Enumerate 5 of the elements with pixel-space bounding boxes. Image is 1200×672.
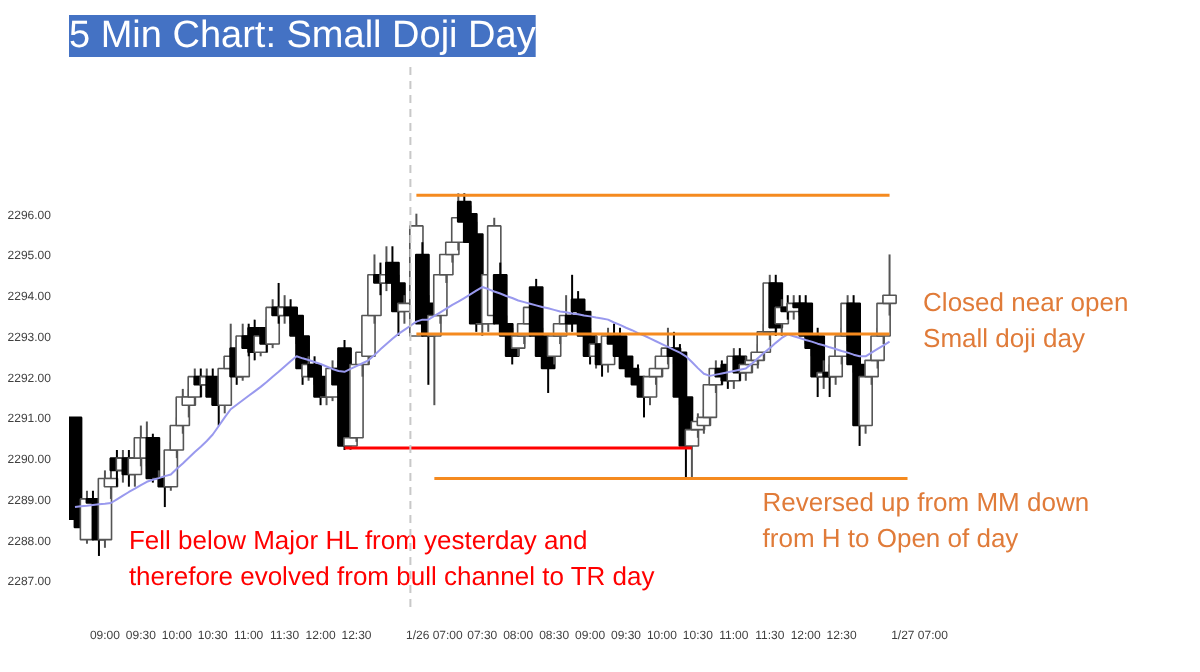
candlestick	[145, 432, 161, 484]
chart-title: 5 Min Chart: Small Doji Day	[69, 15, 537, 57]
annotation: Fell below Major HL from yesterday and therefore evolved from bull channel to TR day	[128, 525, 656, 592]
text: Closed near open Small doji day	[923, 287, 1129, 354]
annotation: Reversed up from MM down from H to Open of day	[762, 486, 1090, 553]
